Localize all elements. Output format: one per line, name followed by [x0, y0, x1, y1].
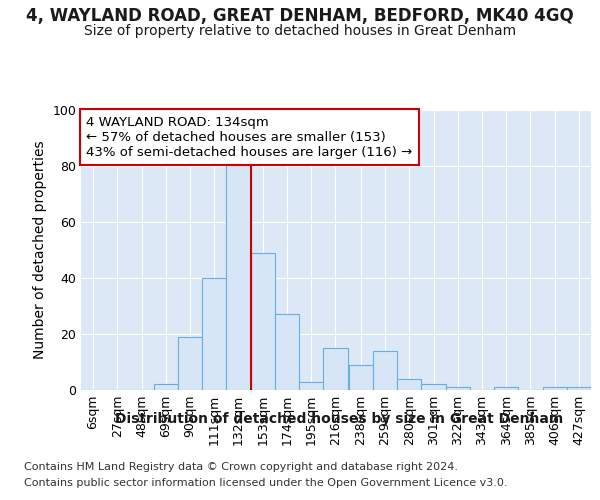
Bar — [373, 351, 397, 390]
Bar — [299, 382, 323, 390]
Bar — [494, 387, 518, 390]
Bar — [567, 387, 591, 390]
Text: Contains HM Land Registry data © Crown copyright and database right 2024.: Contains HM Land Registry data © Crown c… — [24, 462, 458, 472]
Bar — [178, 337, 202, 390]
Text: Distribution of detached houses by size in Great Denham: Distribution of detached houses by size … — [115, 412, 563, 426]
Y-axis label: Number of detached properties: Number of detached properties — [33, 140, 47, 360]
Bar — [154, 384, 178, 390]
Bar — [226, 155, 251, 390]
Bar — [349, 365, 373, 390]
Text: Contains public sector information licensed under the Open Government Licence v3: Contains public sector information licen… — [24, 478, 508, 488]
Bar — [323, 348, 347, 390]
Bar — [397, 379, 421, 390]
Text: 4 WAYLAND ROAD: 134sqm
← 57% of detached houses are smaller (153)
43% of semi-de: 4 WAYLAND ROAD: 134sqm ← 57% of detached… — [86, 116, 412, 158]
Text: 4, WAYLAND ROAD, GREAT DENHAM, BEDFORD, MK40 4GQ: 4, WAYLAND ROAD, GREAT DENHAM, BEDFORD, … — [26, 8, 574, 26]
Bar — [202, 278, 226, 390]
Text: Size of property relative to detached houses in Great Denham: Size of property relative to detached ho… — [84, 24, 516, 38]
Bar — [542, 387, 567, 390]
Bar — [275, 314, 299, 390]
Bar — [421, 384, 446, 390]
Bar — [251, 253, 275, 390]
Bar — [446, 387, 470, 390]
